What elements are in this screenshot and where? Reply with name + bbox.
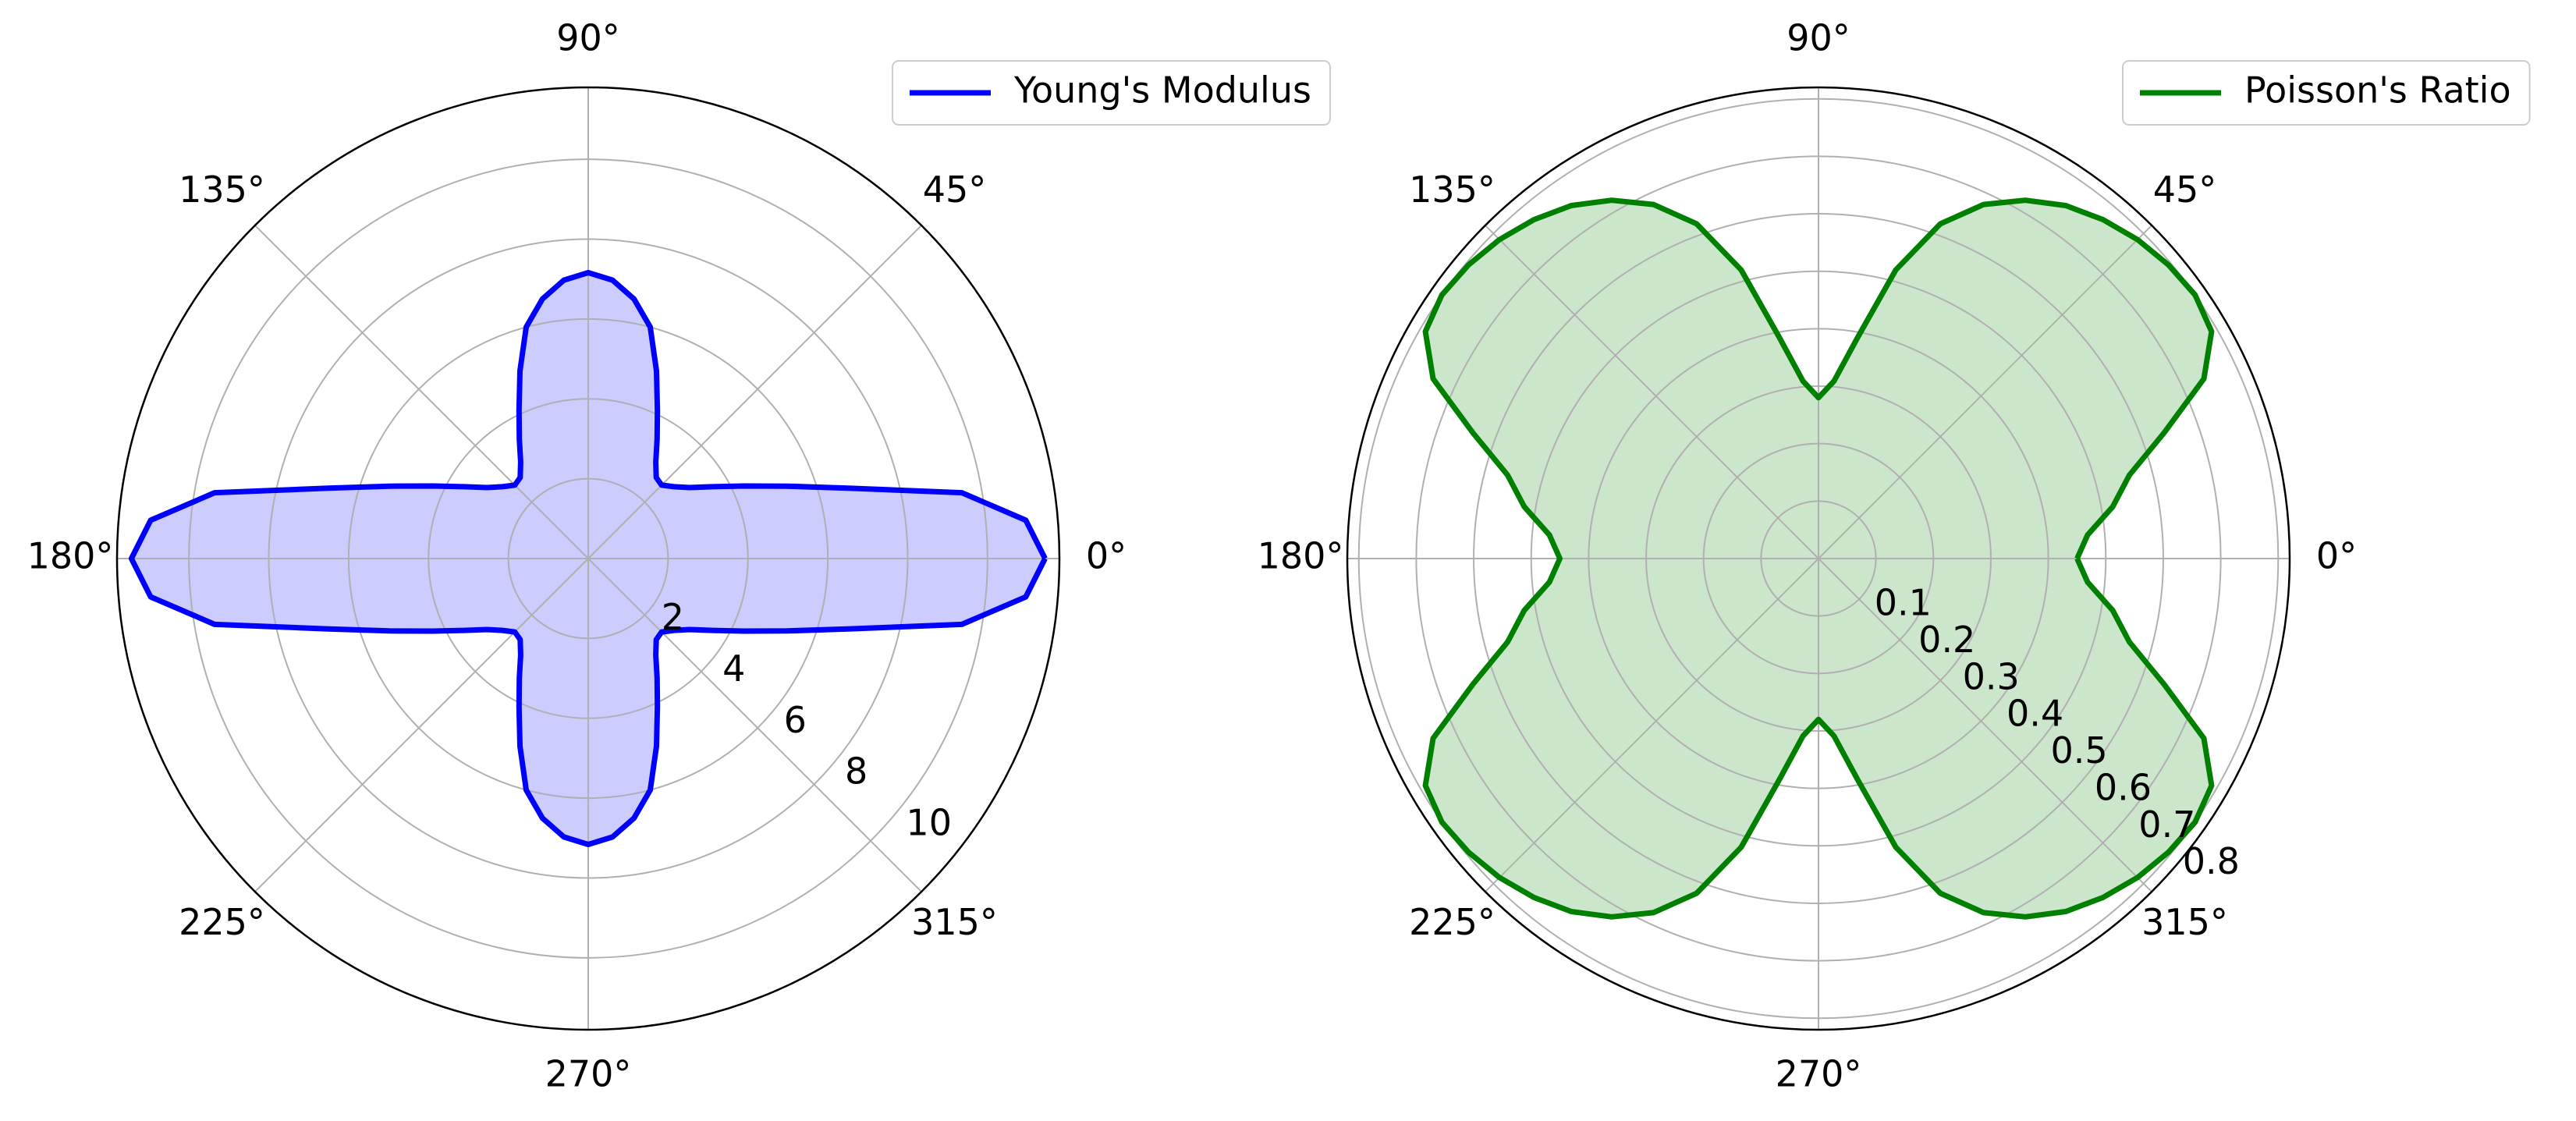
- radial-tick-label: 0.3: [1963, 655, 2020, 697]
- radial-tick-label: 0.8: [2183, 840, 2240, 882]
- angle-tick-label: 315°: [911, 901, 998, 943]
- legend-box: [2122, 60, 2531, 126]
- radial-tick-label: 10: [906, 801, 952, 843]
- angle-tick-label: 270°: [1776, 1053, 1862, 1095]
- grid-spoke: [254, 225, 589, 559]
- angle-tick-label: 180°: [1258, 535, 1344, 577]
- radial-tick-label: 0.6: [2095, 766, 2152, 808]
- radial-tick-label: 0.5: [2050, 729, 2107, 772]
- grid-spoke: [1818, 558, 2152, 892]
- polar-frame: [115, 86, 1061, 1031]
- radial-tick-label: 0.7: [2138, 804, 2195, 846]
- radial-tick-label: 2: [662, 596, 684, 638]
- angle-tick-label: 270°: [545, 1053, 632, 1095]
- angle-tick-label: 135°: [1409, 169, 1496, 211]
- angle-tick-label: 135°: [179, 169, 265, 211]
- angle-tick-label: 90°: [556, 17, 620, 59]
- angle-tick-label: 90°: [1787, 17, 1850, 59]
- radial-tick-label: 0.4: [2007, 693, 2063, 735]
- radial-tick-label: 8: [845, 750, 868, 793]
- grid-spoke: [1818, 225, 2152, 559]
- angle-tick-label: 225°: [1409, 901, 1496, 943]
- legend-box: [892, 60, 1331, 126]
- legend-label: Young's Modulus: [1013, 69, 1311, 112]
- grid-spoke: [1485, 558, 1819, 892]
- angle-tick-label: 45°: [923, 169, 987, 211]
- angle-tick-label: 315°: [2141, 901, 2228, 943]
- polar-frame: [1346, 86, 2291, 1031]
- grid-spoke: [587, 225, 922, 559]
- legend-label: Poisson's Ratio: [2244, 69, 2511, 112]
- radial-tick-label: 0.2: [1918, 619, 1975, 661]
- angle-tick-label: 225°: [179, 901, 265, 943]
- angle-tick-label: 180°: [27, 535, 114, 577]
- polar-axes: 0° 45° 90° 135° 180° 225° 270° 315° 0.10.20.30.4…: [1258, 17, 2358, 1095]
- grid-spoke: [587, 558, 922, 892]
- legend: Poisson's Ratio: [2122, 60, 2531, 126]
- angle-tick-label: 0°: [2316, 535, 2357, 577]
- radial-tick-label: 0.1: [1875, 582, 1932, 624]
- grid-spoke: [1485, 225, 1819, 559]
- line: [128, 270, 1048, 847]
- line: [1422, 197, 2215, 920]
- grid-spoke: [254, 558, 589, 892]
- radial-tick-label: 6: [784, 699, 807, 741]
- radial-tick-label: 4: [722, 647, 745, 690]
- angle-tick-label: 0°: [1086, 535, 1127, 577]
- legend: Young's Modulus: [892, 60, 1331, 126]
- angle-tick-label: 45°: [2153, 169, 2217, 211]
